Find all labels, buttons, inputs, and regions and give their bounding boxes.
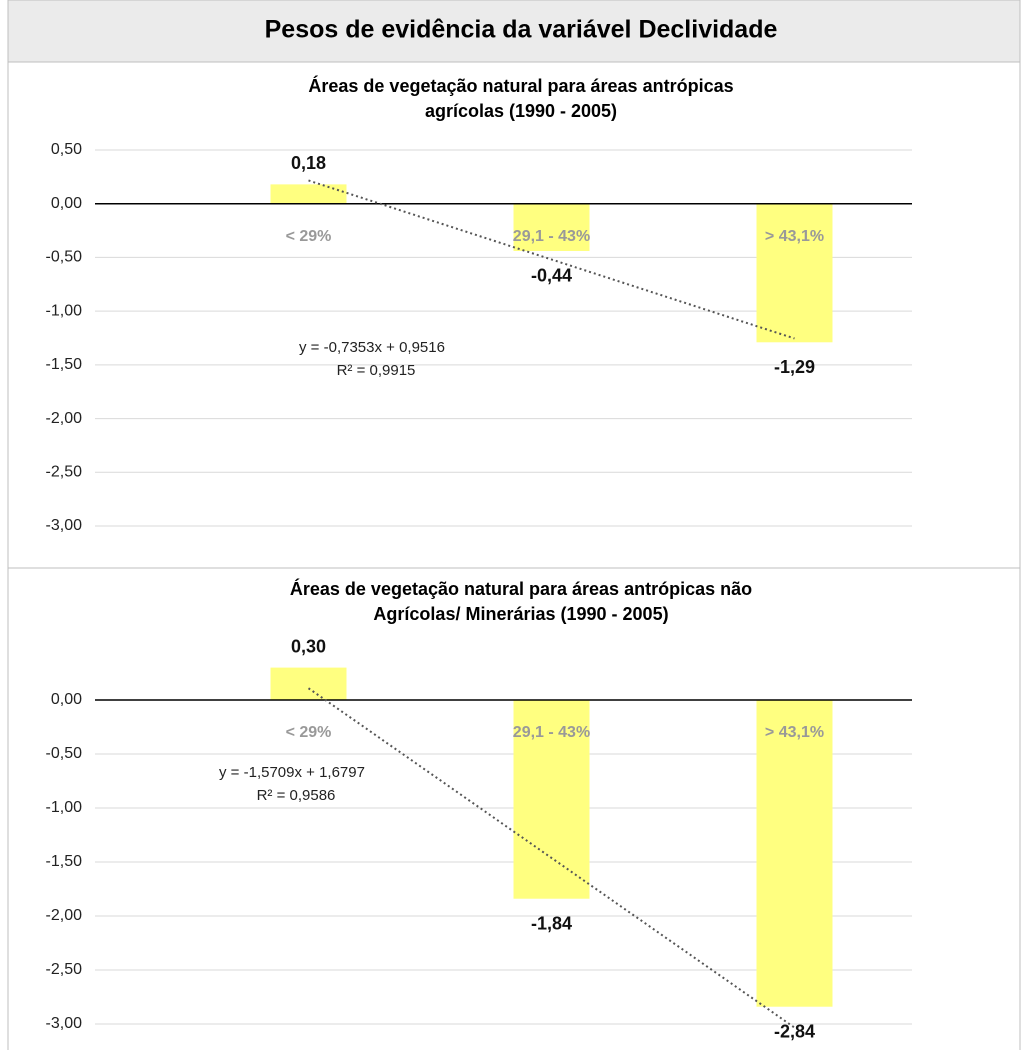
y-tick-label: -1,50: [46, 853, 83, 870]
y-tick-label: -0,50: [46, 745, 83, 762]
trendline-r2: R² = 0,9915: [337, 362, 416, 379]
y-tick-label: -3,00: [46, 517, 83, 534]
category-label: < 29%: [286, 228, 332, 245]
bar: [756, 700, 833, 1007]
bar: [756, 203, 833, 343]
y-tick-label: -1,00: [46, 302, 83, 319]
trendline-equation: y = -1,5709x + 1,6797: [219, 764, 365, 781]
y-tick-label: 0,50: [51, 141, 82, 158]
y-tick-label: 0,00: [51, 195, 82, 212]
category-label: 29,1 - 43%: [513, 724, 590, 741]
y-tick-label: 0,00: [51, 691, 82, 708]
bar: [513, 203, 590, 251]
y-tick-label: -2,50: [46, 961, 83, 978]
chart-frame: [7, 61, 1021, 569]
data-label: -1,29: [774, 357, 815, 377]
y-tick-label: -1,00: [46, 799, 83, 816]
y-tick-label: -2,50: [46, 464, 83, 481]
chart-title: Áreas de vegetação natural para áreas an…: [308, 75, 733, 96]
header-band: [7, 0, 1021, 63]
y-tick-label: -3,00: [46, 1015, 83, 1032]
data-label: 0,30: [291, 636, 326, 656]
data-label: -0,44: [531, 266, 572, 286]
trendline: [308, 179, 795, 340]
y-tick-label: -0,50: [46, 249, 83, 266]
chart-title: Agrícolas/ Minerárias (1990 - 2005): [373, 604, 668, 624]
y-tick-label: -2,00: [46, 907, 83, 924]
page-title: Pesos de evidência da variável Declivida…: [265, 16, 778, 44]
category-label: < 29%: [286, 724, 332, 741]
y-tick-label: -2,00: [46, 410, 83, 427]
chart-title: agrícolas (1990 - 2005): [425, 101, 617, 121]
data-label: 0,18: [291, 153, 326, 173]
category-label: 29,1 - 43%: [513, 228, 590, 245]
bar: [270, 184, 347, 204]
data-label: -2,84: [774, 1021, 815, 1041]
trendline: [307, 687, 796, 1029]
bar: [513, 700, 590, 899]
trendline-equation: y = -0,7353x + 0,9516: [299, 339, 445, 356]
category-label: > 43,1%: [765, 228, 824, 245]
trendline-r2: R² = 0,9586: [257, 787, 336, 804]
data-label: -1,84: [531, 913, 572, 933]
chart-title: Áreas de vegetação natural para áreas an…: [290, 578, 752, 599]
y-tick-label: -1,50: [46, 356, 83, 373]
category-label: > 43,1%: [765, 724, 824, 741]
bar: [270, 667, 347, 700]
